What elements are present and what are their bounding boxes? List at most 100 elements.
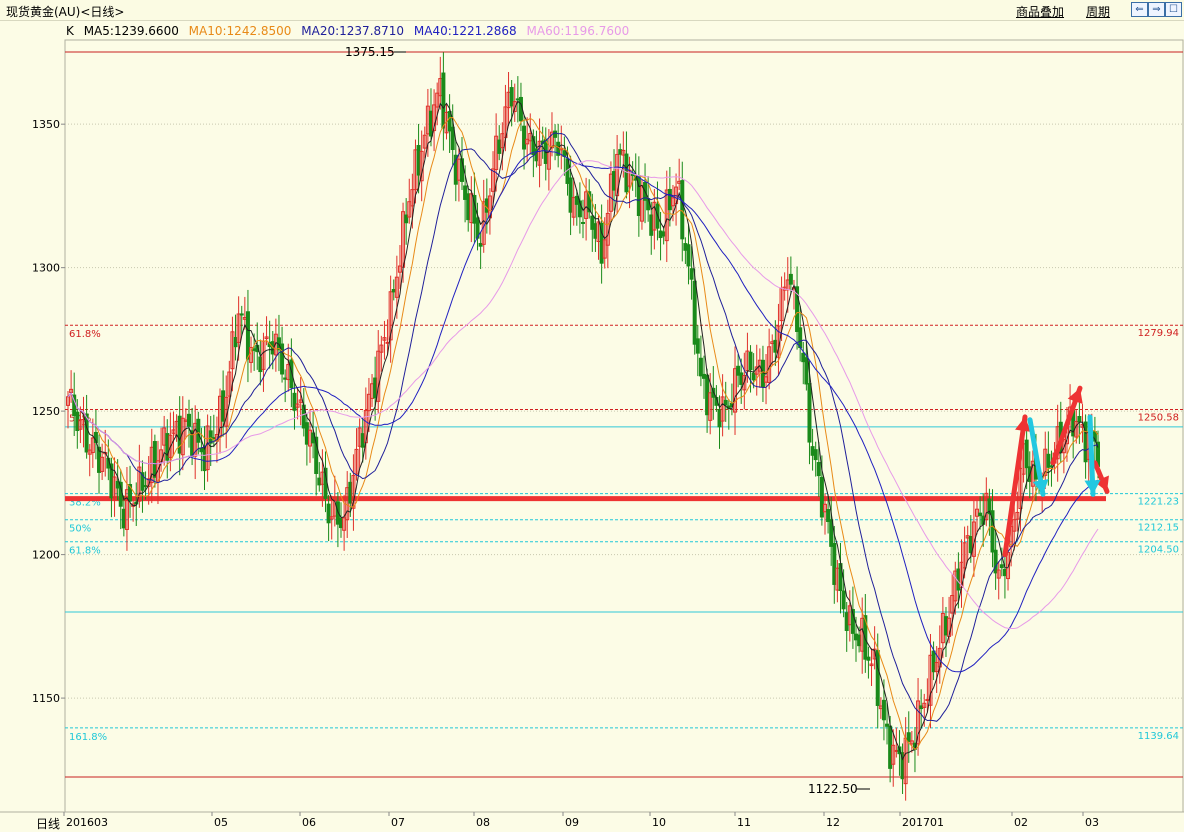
candle-body <box>478 242 483 247</box>
candle-body <box>593 223 598 239</box>
candle-body <box>807 383 812 443</box>
ma-line-ma20 <box>67 132 1099 722</box>
candle-body <box>720 396 725 422</box>
overlay-button[interactable]: 商品叠加 <box>1016 5 1065 19</box>
candle-body <box>841 590 846 610</box>
fib-pct-label: 161.8% <box>69 732 107 743</box>
fib-pct-label: 61.8% <box>69 546 101 557</box>
candle-body <box>553 130 558 138</box>
candle-body <box>919 705 924 710</box>
candle-body <box>230 331 235 370</box>
candle-body <box>252 348 257 351</box>
candle-body <box>829 519 834 547</box>
y-tick-label: 1300 <box>32 262 60 275</box>
y-tick-label: 1350 <box>32 118 60 131</box>
candle-body <box>335 501 340 525</box>
candle-body <box>1018 467 1023 509</box>
maximize-icon[interactable]: ☐ <box>1165 2 1182 17</box>
fib-price-label: 1279.94 <box>1138 328 1179 339</box>
candle-body <box>568 177 573 213</box>
candle-body <box>295 403 300 408</box>
candle-body <box>1024 439 1029 469</box>
candle-body <box>354 448 359 475</box>
candle-body <box>90 437 95 454</box>
fib-pct-label: 38.2% <box>69 498 101 509</box>
candle-body <box>888 725 893 769</box>
title-bar: 现货黄金(AU)<日线> 商品叠加 周期 ⇐ ⇒ ☐ <box>0 0 1184 21</box>
candle-body <box>612 171 617 191</box>
candle-body <box>509 87 514 107</box>
candle-body <box>121 508 126 529</box>
candle-body <box>537 140 542 166</box>
candle-body <box>128 484 133 502</box>
legend-ma60: MA60:1196.7600 <box>526 24 630 38</box>
candle-body <box>590 215 595 230</box>
candle-body <box>491 168 496 192</box>
candle-body <box>602 239 607 259</box>
candle-body <box>388 291 393 341</box>
candle-body <box>292 392 297 411</box>
candle-body <box>447 111 452 132</box>
candle-body <box>152 441 157 478</box>
candle-body <box>664 189 669 242</box>
candle-body <box>1012 519 1017 532</box>
candle-body <box>466 193 471 221</box>
candle-body <box>751 372 756 381</box>
candle-body <box>397 265 402 273</box>
ma-line-ma10 <box>67 116 1099 750</box>
legend-ma5: MA5:1239.6600 <box>83 24 179 38</box>
candle-body <box>990 510 995 553</box>
fib-price-label: 1139.64 <box>1138 731 1179 742</box>
candle-body <box>788 273 793 285</box>
candle-body <box>314 436 319 474</box>
low-extreme-label: 1122.50 <box>808 782 858 796</box>
candle-body <box>906 732 911 743</box>
candle-body <box>850 609 855 634</box>
legend-ma40: MA40:1221.2868 <box>413 24 517 38</box>
candle-body <box>698 357 703 377</box>
scroll-left-icon[interactable]: ⇐ <box>1131 2 1148 17</box>
red-arrow-head <box>1015 416 1031 432</box>
red-arrow-shaft <box>1002 414 1028 558</box>
candle-body <box>854 633 859 641</box>
candle-body <box>410 189 415 207</box>
scroll-right-icon[interactable]: ⇒ <box>1148 2 1165 17</box>
candle-body <box>484 198 489 213</box>
candle-body <box>435 92 440 108</box>
candle-body <box>205 425 210 471</box>
candle-body <box>701 373 706 379</box>
candle-body <box>264 336 269 340</box>
candle-body <box>705 374 710 416</box>
candle-body <box>186 413 191 427</box>
candle-body <box>773 339 778 353</box>
candle-body <box>996 569 1001 579</box>
candle-body <box>512 101 517 113</box>
period-button[interactable]: 周期 <box>1086 5 1111 19</box>
candle-body <box>140 472 145 491</box>
candle-body <box>394 276 399 298</box>
candle-body <box>733 368 738 413</box>
fib-price-label: 1221.23 <box>1138 497 1179 508</box>
x-tick-label: 03 <box>1085 816 1099 828</box>
candle-body <box>422 134 427 149</box>
candle-body <box>723 399 728 406</box>
candle-body <box>891 744 896 765</box>
red-arrow-head <box>1067 388 1083 405</box>
ma-line-ma5 <box>67 100 1099 761</box>
candle-body <box>962 542 967 569</box>
y-tick-label: 1200 <box>32 549 60 562</box>
candle-body <box>686 244 691 267</box>
y-tick-label: 1250 <box>32 405 60 418</box>
candle-body <box>326 503 331 524</box>
x-tick-label: 08 <box>476 816 490 828</box>
candle-body <box>909 740 914 745</box>
candle-body <box>515 98 520 101</box>
candle-body <box>742 375 747 391</box>
legend-ma10: MA10:1242.8500 <box>188 24 292 38</box>
fib-price-label: 1250.58 <box>1138 412 1179 423</box>
candle-body <box>115 480 120 489</box>
ma-line-ma60 <box>67 160 1099 629</box>
candle-body <box>822 503 827 513</box>
candle-body <box>239 313 244 316</box>
